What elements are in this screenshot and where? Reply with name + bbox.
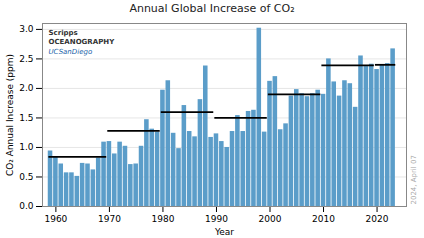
svg-text:1.5: 1.5	[19, 113, 33, 123]
svg-text:2010: 2010	[312, 214, 335, 224]
svg-text:UCSanDiego: UCSanDiego	[49, 48, 93, 56]
svg-text:1990: 1990	[205, 214, 228, 224]
svg-text:0.0: 0.0	[19, 201, 34, 211]
svg-text:1970: 1970	[98, 214, 121, 224]
svg-text:2.5: 2.5	[19, 54, 33, 64]
svg-text:3.0: 3.0	[19, 24, 34, 34]
svg-text:1.0: 1.0	[19, 142, 34, 152]
svg-text:2.0: 2.0	[19, 83, 34, 93]
svg-text:2000: 2000	[259, 214, 282, 224]
svg-text:0.5: 0.5	[19, 172, 33, 182]
svg-text:OCEANOGRAPHY: OCEANOGRAPHY	[49, 38, 116, 46]
svg-text:2020: 2020	[366, 214, 389, 224]
html-text:Annual Global Increase of CO₂: Annual Global Increase of CO₂	[129, 2, 295, 15]
svg-text:Scripps: Scripps	[49, 29, 78, 37]
svg-text:1960: 1960	[44, 214, 67, 224]
svg-text:CO₂ Annual Increase (ppm): CO₂ Annual Increase (ppm)	[5, 54, 15, 176]
svg-text:2024, April 07: 2024, April 07	[410, 155, 418, 204]
svg-text:1980: 1980	[151, 214, 174, 224]
svg-text:Year: Year	[214, 227, 234, 237]
